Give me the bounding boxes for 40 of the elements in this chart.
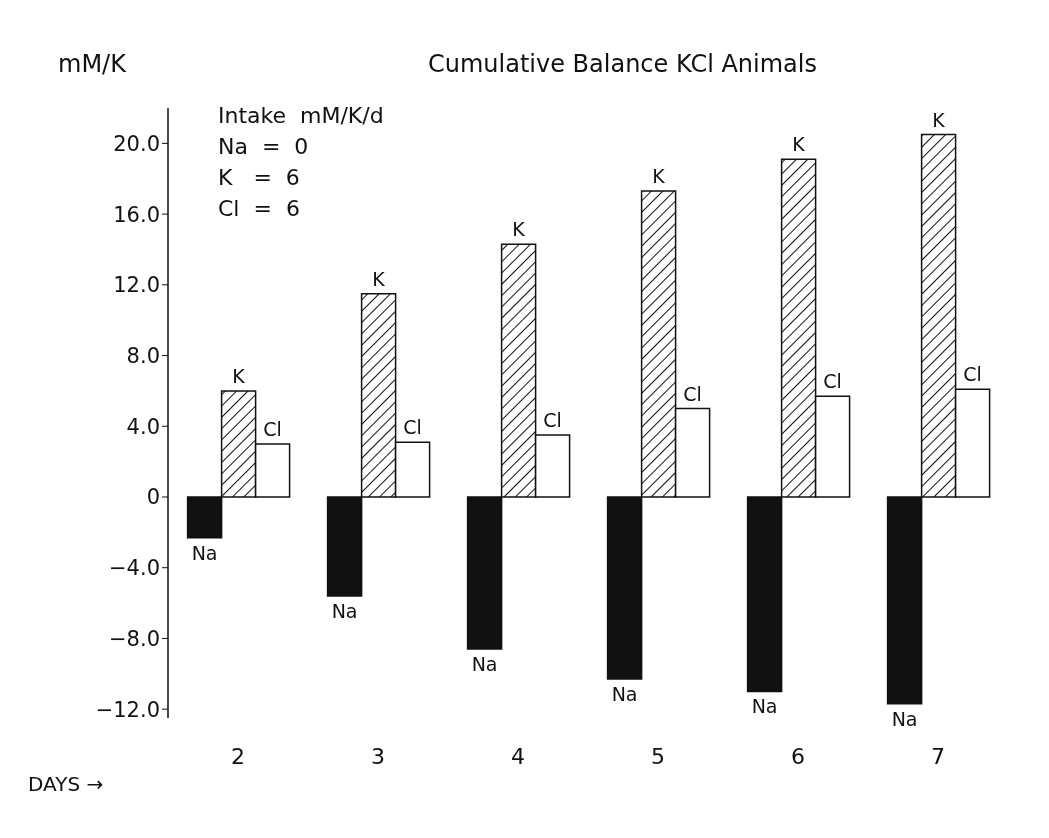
annotation: Cl = 6 xyxy=(218,195,301,223)
annotation: Intake mM/K/d xyxy=(218,102,384,130)
y-tick-label: 8.0 xyxy=(126,343,160,368)
y-tick-label: −8.0 xyxy=(109,626,160,651)
y-tick-label: 12.0 xyxy=(113,273,160,298)
text: K xyxy=(792,133,805,156)
text: Cl xyxy=(823,370,842,393)
x-tick-label: 2 xyxy=(231,743,245,769)
x-tick-label: 7 xyxy=(931,743,945,769)
text: K xyxy=(512,218,525,241)
series-label: K xyxy=(232,364,246,387)
series-label: Cl xyxy=(263,417,282,440)
chart-title: Cumulative Balance KCl Animals xyxy=(428,50,817,78)
text: Cl xyxy=(403,416,422,439)
y-tick-label: 0 xyxy=(146,485,160,510)
text: K xyxy=(932,108,945,131)
text: Na xyxy=(751,695,778,718)
x-tick-label: 5 xyxy=(651,743,665,769)
y-tick-label: −4.0 xyxy=(109,556,160,581)
y-tick-label: 4.0 xyxy=(126,414,160,439)
y-tick-label: −12.0 xyxy=(95,697,160,722)
annotation: Na = 0 xyxy=(218,133,310,161)
y-tick-label: 20.0 xyxy=(113,131,160,156)
text: Na xyxy=(891,707,918,730)
text: K xyxy=(652,165,665,188)
y-tick-label: 16.0 xyxy=(113,202,160,227)
text: Na xyxy=(611,683,638,706)
text: Cl xyxy=(963,363,982,386)
text: Cl xyxy=(683,382,702,405)
y-axis-title: mM/K xyxy=(58,50,126,78)
x-tick-label: 4 xyxy=(511,743,525,769)
text: K xyxy=(372,267,385,290)
x-tick-label: 3 xyxy=(371,743,385,769)
series-label: Na xyxy=(191,541,218,564)
annotation: K = 6 xyxy=(218,164,301,192)
text: Na xyxy=(331,600,358,622)
x-axis-title: DAYS → xyxy=(28,772,104,796)
x-tick-label: 6 xyxy=(791,743,805,769)
text: Na xyxy=(471,653,498,676)
text: Cl xyxy=(543,409,562,432)
